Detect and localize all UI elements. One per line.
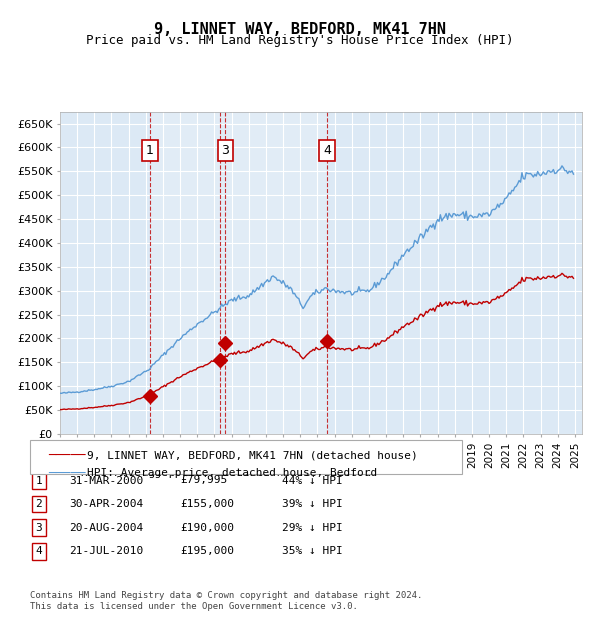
Bar <box>150 112 327 434</box>
Text: 9, LINNET WAY, BEDFORD, MK41 7HN: 9, LINNET WAY, BEDFORD, MK41 7HN <box>154 22 446 37</box>
Text: £195,000: £195,000 <box>180 546 234 556</box>
Text: ─────: ───── <box>42 467 79 479</box>
Text: 21-JUL-2010: 21-JUL-2010 <box>69 546 143 556</box>
Text: 9, LINNET WAY, BEDFORD, MK41 7HN (detached house): 9, LINNET WAY, BEDFORD, MK41 7HN (detach… <box>87 451 418 461</box>
Text: 20-AUG-2004: 20-AUG-2004 <box>69 523 143 533</box>
Text: 1: 1 <box>35 476 43 485</box>
Text: 39% ↓ HPI: 39% ↓ HPI <box>282 499 343 509</box>
Text: 4: 4 <box>323 144 331 157</box>
Text: 4: 4 <box>35 546 43 556</box>
Text: 30-APR-2004: 30-APR-2004 <box>69 499 143 509</box>
Text: Contains HM Land Registry data © Crown copyright and database right 2024.
This d: Contains HM Land Registry data © Crown c… <box>30 591 422 611</box>
Text: 3: 3 <box>221 144 229 157</box>
Text: ─────: ───── <box>42 450 79 462</box>
Text: £79,995: £79,995 <box>180 476 227 485</box>
Text: 35% ↓ HPI: 35% ↓ HPI <box>282 546 343 556</box>
Text: 2: 2 <box>35 499 43 509</box>
Text: ─────: ───── <box>48 450 86 462</box>
Text: 31-MAR-2000: 31-MAR-2000 <box>69 476 143 485</box>
Text: 29% ↓ HPI: 29% ↓ HPI <box>282 523 343 533</box>
Text: HPI: Average price, detached house, Bedford: HPI: Average price, detached house, Bedf… <box>81 468 371 478</box>
Text: £190,000: £190,000 <box>180 523 234 533</box>
Text: ─────: ───── <box>48 467 86 479</box>
Text: £155,000: £155,000 <box>180 499 234 509</box>
Text: HPI: Average price, detached house, Bedford: HPI: Average price, detached house, Bedf… <box>87 468 377 478</box>
Text: 44% ↓ HPI: 44% ↓ HPI <box>282 476 343 485</box>
Text: 9, LINNET WAY, BEDFORD, MK41 7HN (detached house): 9, LINNET WAY, BEDFORD, MK41 7HN (detach… <box>81 451 412 461</box>
Text: Price paid vs. HM Land Registry's House Price Index (HPI): Price paid vs. HM Land Registry's House … <box>86 34 514 47</box>
Text: 3: 3 <box>35 523 43 533</box>
Text: 1: 1 <box>146 144 154 157</box>
